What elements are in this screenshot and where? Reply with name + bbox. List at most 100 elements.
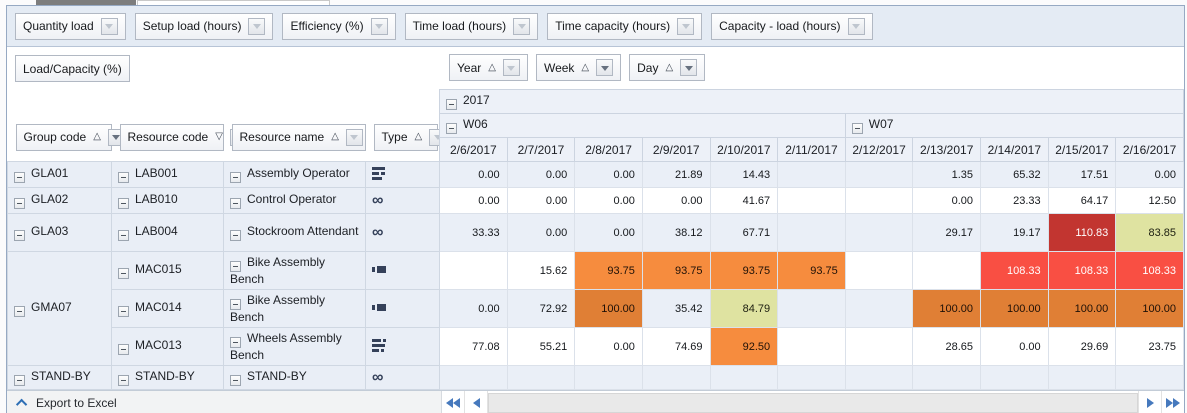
collapse-icon[interactable]	[14, 375, 25, 386]
value-cell[interactable]	[777, 289, 846, 328]
resource-code-cell[interactable]: LAB010	[111, 187, 224, 214]
value-cell[interactable]	[844, 251, 914, 290]
week-group-header-w07[interactable]: W07	[844, 113, 1185, 138]
collapse-icon[interactable]	[14, 306, 25, 317]
value-cell-overload[interactable]: 108.33	[1047, 251, 1117, 290]
resource-name-cell[interactable]: Stockroom Attendant	[223, 213, 366, 252]
value-cell[interactable]: 21.89	[641, 161, 711, 188]
group-code-cell[interactable]: GLA03	[7, 213, 112, 252]
resource-code-cell[interactable]: MAC014	[111, 289, 224, 328]
value-cell[interactable]: 41.67	[709, 187, 779, 214]
value-cell[interactable]: 14.43	[709, 161, 779, 188]
scrollbar-track[interactable]	[488, 393, 1138, 413]
value-cell[interactable]: 33.33	[439, 213, 508, 252]
date-column-header[interactable]: 2/6/2017	[439, 137, 508, 162]
collapse-icon[interactable]	[851, 123, 863, 134]
filter-chip-efficiency[interactable]: Efficiency (%)	[282, 12, 396, 40]
collapse-icon[interactable]	[446, 123, 457, 134]
value-cell[interactable]	[1115, 365, 1184, 390]
resource-name-cell[interactable]: Wheels Assembly Bench	[223, 327, 366, 366]
scroll-first-button[interactable]	[442, 391, 465, 413]
value-cell[interactable]	[506, 365, 576, 390]
value-cell[interactable]: 0.00	[574, 213, 643, 252]
value-cell[interactable]	[844, 365, 914, 390]
date-column-header[interactable]: 2/12/2017	[844, 137, 914, 162]
value-cell-overload[interactable]: 110.83	[1047, 213, 1117, 252]
value-cell[interactable]: 0.00	[574, 327, 643, 366]
value-cell[interactable]: 0.00	[506, 213, 576, 252]
value-cell[interactable]	[641, 365, 711, 390]
week-group-header-w06[interactable]: W06	[439, 113, 846, 138]
value-cell-highload[interactable]: 83.85	[1115, 213, 1184, 252]
group-code-cell[interactable]: GMA07	[7, 251, 112, 366]
row-field-chip-resource-code[interactable]: Resource code ▽	[119, 123, 247, 151]
value-cell[interactable]: 28.65	[912, 327, 981, 366]
chevron-down-icon[interactable]	[370, 17, 388, 35]
collapse-icon[interactable]	[14, 198, 25, 209]
collapse-icon[interactable]	[118, 344, 129, 355]
value-cell[interactable]: 0.00	[1115, 161, 1184, 188]
value-cell-overload[interactable]: 108.33	[980, 251, 1049, 290]
date-column-header[interactable]: 2/13/2017	[912, 137, 981, 162]
resource-code-cell[interactable]: MAC015	[111, 251, 224, 290]
value-cell[interactable]	[844, 161, 914, 188]
value-cell-fullload[interactable]: 100.00	[1115, 289, 1184, 328]
value-cell[interactable]: 0.00	[439, 289, 508, 328]
value-cell[interactable]: 23.75	[1115, 327, 1184, 366]
chevron-down-icon[interactable]	[429, 128, 440, 146]
value-cell[interactable]	[844, 289, 914, 328]
scroll-right-button[interactable]	[1138, 391, 1161, 413]
scroll-last-button[interactable]	[1161, 391, 1184, 413]
date-column-header[interactable]: 2/9/2017	[641, 137, 711, 162]
collapse-icon[interactable]	[118, 198, 129, 209]
filter-chip-time-load[interactable]: Time load (hours)	[404, 12, 539, 40]
chevron-down-icon[interactable]	[847, 17, 865, 35]
column-field-chip-year[interactable]: Year △	[449, 54, 528, 81]
filter-chip-quantity-load[interactable]: Quantity load	[15, 12, 126, 40]
row-field-chip-resource-name[interactable]: Resource name △	[231, 123, 366, 151]
value-cell[interactable]: 29.17	[912, 213, 981, 252]
value-cell[interactable]	[844, 187, 914, 214]
value-cell[interactable]: 65.32	[980, 161, 1049, 188]
value-cell[interactable]: 0.00	[439, 161, 508, 188]
data-field-chip-load-capacity[interactable]: Load/Capacity (%)	[15, 55, 130, 82]
value-cell[interactable]	[777, 365, 846, 390]
resource-name-cell[interactable]: STAND-BY	[223, 365, 366, 390]
collapse-icon[interactable]	[230, 230, 241, 241]
collapse-icon[interactable]	[230, 299, 241, 310]
collapse-icon[interactable]	[14, 230, 25, 241]
collapse-icon[interactable]	[230, 261, 241, 272]
value-cell[interactable]: 38.12	[641, 213, 711, 252]
date-column-header[interactable]: 2/10/2017	[709, 137, 779, 162]
value-cell-highload[interactable]: 92.50	[709, 327, 779, 366]
value-cell[interactable]: 0.00	[574, 161, 643, 188]
chevron-down-icon[interactable]	[248, 17, 266, 35]
collapse-icon[interactable]	[230, 172, 241, 183]
value-cell-highload[interactable]: 93.75	[574, 251, 643, 290]
row-field-chip-type[interactable]: Type △	[373, 123, 440, 151]
collapse-icon[interactable]	[118, 172, 129, 183]
collapse-icon[interactable]	[118, 375, 129, 386]
value-cell-fullload[interactable]: 100.00	[980, 289, 1049, 328]
resource-code-cell[interactable]: LAB004	[111, 213, 224, 252]
value-cell[interactable]	[844, 213, 914, 252]
value-cell-highload[interactable]: 93.75	[641, 251, 711, 290]
value-cell[interactable]	[912, 365, 981, 390]
value-cell[interactable]	[439, 251, 508, 290]
chevron-down-icon[interactable]	[596, 59, 614, 76]
value-cell[interactable]	[777, 327, 846, 366]
value-cell[interactable]: 67.71	[709, 213, 779, 252]
value-cell[interactable]: 64.17	[1047, 187, 1117, 214]
column-field-chip-week[interactable]: Week △	[535, 54, 622, 81]
value-cell[interactable]: 0.00	[980, 327, 1049, 366]
value-cell[interactable]	[439, 365, 508, 390]
date-column-header[interactable]: 2/16/2017	[1115, 137, 1184, 162]
date-column-header[interactable]: 2/15/2017	[1047, 137, 1117, 162]
value-cell[interactable]: 0.00	[641, 187, 711, 214]
value-cell[interactable]	[574, 365, 643, 390]
collapse-icon[interactable]	[230, 375, 241, 386]
value-cell-fullload[interactable]: 100.00	[574, 289, 643, 328]
value-cell[interactable]: 23.33	[980, 187, 1049, 214]
value-cell-highload[interactable]: 93.75	[709, 251, 779, 290]
value-cell[interactable]: 29.69	[1047, 327, 1117, 366]
